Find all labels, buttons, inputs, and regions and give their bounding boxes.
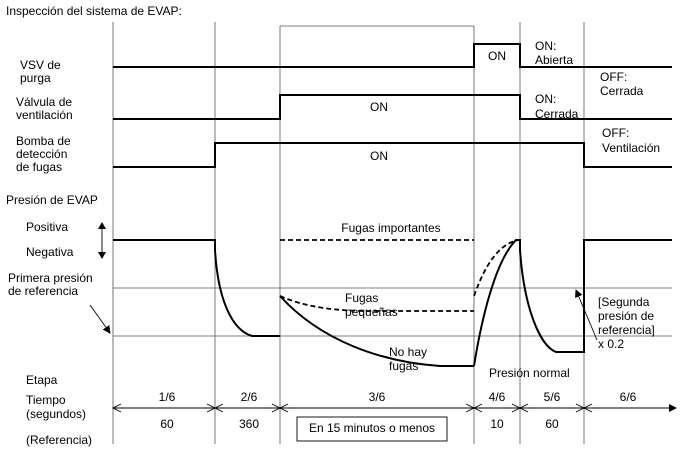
stage-5-time: 60 [545, 417, 559, 431]
stage-4-time: 10 [490, 417, 504, 431]
stage-6-label: 6/6 [620, 390, 637, 404]
negative-label: Negativa [26, 245, 74, 259]
pump-off-note-line2: Ventilación [602, 141, 660, 155]
vsv-label-line2: purga [20, 71, 51, 85]
vsv-off-note-line2: Cerrada [600, 84, 644, 98]
small-leak-label-line2: pequeñas [345, 305, 398, 319]
time-row-label-line2: (segundos) [26, 407, 86, 421]
positive-label: Positiva [26, 220, 68, 234]
stage-3-label: 3/6 [369, 390, 386, 404]
stage-1-time: 60 [160, 417, 174, 431]
pump-off-note-line1: OFF: [602, 126, 629, 140]
reference-row-label: (Referencia) [26, 433, 92, 447]
stage-5-label: 5/6 [544, 390, 561, 404]
vsv-label-line1: VSV de [20, 58, 61, 72]
vent-valve-signal-trace [113, 94, 672, 120]
normal-pressure-label: Presión normal [489, 366, 570, 380]
vsv-off-note-line1: OFF: [600, 70, 627, 84]
positive-negative-arrow [98, 222, 106, 259]
vsv-signal-trace [113, 43, 672, 68]
first-reference-arrow [89, 304, 111, 334]
second-reference-label-line4: x 0.2 [598, 337, 624, 351]
second-reference-label-line3: referencia] [598, 323, 655, 337]
stage-3-time-box [296, 416, 448, 442]
small-leak-curve [279, 295, 474, 312]
vent-label-line2: ventilación [16, 108, 73, 122]
no-leak-label-line1: No hay [389, 345, 427, 359]
no-leak-curve [279, 295, 474, 367]
vsv-on-label: ON [488, 49, 506, 63]
pump-label-line2: detección [16, 147, 67, 161]
second-reference-label-line2: presión de [598, 309, 654, 323]
vent-on-note-line2: Cerrada [535, 107, 579, 121]
vsv-on-note-line2: Abierta [535, 53, 573, 67]
second-reference-label-line1: [Segunda [598, 295, 650, 309]
stage-2-time: 360 [239, 417, 259, 431]
diagram-title: Inspección del sistema de EVAP: [6, 4, 182, 18]
second-reference-arrow [575, 289, 598, 341]
stage-row-label: Etapa [26, 373, 58, 387]
segment-arrows [111, 403, 593, 413]
vent-on-note-line1: ON: [535, 92, 556, 106]
pump-signal-trace [113, 142, 672, 168]
vent-label-line1: Válvula de [16, 95, 72, 109]
pressure-label: Presión de EVAP [6, 193, 98, 207]
pressure-trace-stage-2 [113, 239, 280, 337]
pump-on-label: ON [370, 149, 388, 163]
no-leak-label-line2: fugas [389, 359, 418, 373]
vsv-on-note-line1: ON: [535, 39, 556, 53]
first-reference-label-line1: Primera presión [8, 271, 93, 285]
small-leak-label-line1: Fugas [345, 291, 378, 305]
first-reference-label-line2: de referencia [8, 284, 78, 298]
pump-label-line3: de fugas [16, 160, 62, 174]
vent-on-label: ON [370, 100, 388, 114]
major-leak-label: Fugas importantes [341, 221, 440, 235]
time-row-label-line1: Tiempo [26, 393, 66, 407]
stage-2-label: 2/6 [241, 390, 258, 404]
pump-label-line1: Bomba de [16, 134, 71, 148]
stage-3-time: En 15 minutos o menos [309, 421, 435, 435]
pressure-trace-stages-4-6 [473, 239, 672, 367]
stage-4-label: 4/6 [489, 390, 506, 404]
major-leak-recovery-curve [473, 239, 519, 297]
stage-1-label: 1/6 [159, 390, 176, 404]
